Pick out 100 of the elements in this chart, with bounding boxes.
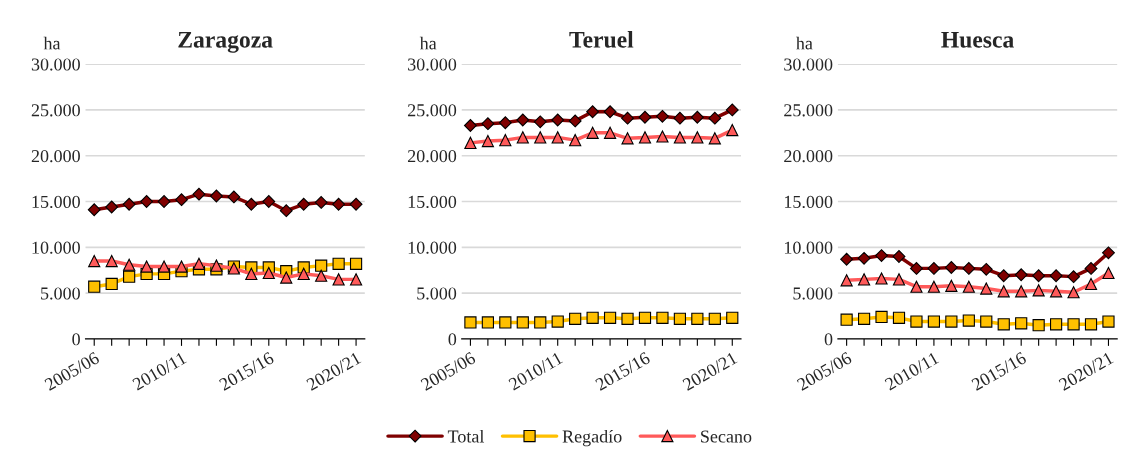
point xyxy=(945,279,958,292)
point xyxy=(122,197,136,211)
point xyxy=(568,114,582,128)
point xyxy=(349,257,363,270)
point xyxy=(297,197,311,211)
point xyxy=(332,257,345,270)
point xyxy=(997,318,1010,331)
point xyxy=(840,274,853,287)
point xyxy=(1014,268,1028,282)
point xyxy=(708,312,721,325)
point xyxy=(726,123,739,137)
point xyxy=(499,316,512,329)
chart-title: Huesca xyxy=(941,31,1014,48)
point xyxy=(463,119,477,132)
point xyxy=(227,190,241,204)
point xyxy=(332,197,346,211)
point xyxy=(997,285,1010,298)
point xyxy=(910,261,923,275)
point xyxy=(551,315,564,328)
point xyxy=(332,273,345,286)
point xyxy=(533,115,547,129)
y-tick-label: 10.000 xyxy=(408,241,457,254)
point xyxy=(280,271,293,284)
point xyxy=(603,311,617,324)
point xyxy=(1067,318,1080,331)
point xyxy=(105,277,118,291)
point xyxy=(262,195,276,208)
point xyxy=(962,280,975,293)
point xyxy=(123,270,136,283)
point xyxy=(140,195,154,208)
point xyxy=(534,316,547,329)
point xyxy=(315,269,328,282)
point xyxy=(464,136,477,150)
point xyxy=(944,261,958,274)
point xyxy=(1102,315,1115,328)
point xyxy=(673,111,687,125)
point xyxy=(498,116,512,130)
point xyxy=(840,313,853,326)
point xyxy=(1049,318,1063,331)
point xyxy=(656,311,669,324)
point xyxy=(691,131,704,144)
point xyxy=(245,267,258,280)
y-tick-label: 30.000 xyxy=(408,58,457,71)
point xyxy=(997,269,1011,283)
y-tick-label: 25.000 xyxy=(784,104,833,117)
point xyxy=(569,312,582,325)
point xyxy=(157,195,171,208)
point xyxy=(551,113,565,127)
point xyxy=(315,259,328,272)
y-tick-label: 5.000 xyxy=(417,287,457,300)
legend-label: Secano xyxy=(701,430,752,443)
y-tick-label: 5.000 xyxy=(41,287,80,300)
point xyxy=(481,117,495,131)
point xyxy=(516,131,529,144)
point xyxy=(105,200,119,214)
point xyxy=(499,134,512,147)
point xyxy=(192,187,206,201)
point xyxy=(621,132,634,145)
point xyxy=(209,189,223,203)
point xyxy=(875,249,888,263)
y-tick-label: 20.000 xyxy=(31,149,80,163)
y-tick-label: 30.000 xyxy=(784,58,833,71)
point xyxy=(1015,317,1028,330)
point xyxy=(349,273,363,286)
point xyxy=(673,312,687,325)
point xyxy=(962,314,975,327)
point xyxy=(481,134,494,148)
y-tick-label: 30.000 xyxy=(31,58,80,71)
point xyxy=(910,280,923,293)
point xyxy=(892,250,906,263)
point xyxy=(603,105,617,119)
point xyxy=(279,204,293,218)
y-tick-label: 25.000 xyxy=(407,104,457,117)
point xyxy=(708,111,722,125)
point xyxy=(516,316,529,329)
point xyxy=(962,261,976,275)
point xyxy=(123,258,136,271)
point xyxy=(105,254,118,268)
y-tick-label: 10.000 xyxy=(32,241,80,254)
legend-label: Total xyxy=(447,429,485,443)
point xyxy=(857,251,871,265)
point xyxy=(569,134,582,147)
point xyxy=(980,282,993,295)
y-tick-label: 5.000 xyxy=(793,287,833,300)
chart-title: Zaragoza xyxy=(178,31,273,53)
point xyxy=(638,110,652,124)
point xyxy=(1015,285,1028,298)
point xyxy=(210,259,223,272)
y-tick-label: 10.000 xyxy=(784,241,833,254)
y-axis-title: ha xyxy=(43,36,61,50)
point xyxy=(1084,261,1098,275)
point xyxy=(655,109,669,123)
y-tick-label: 15.000 xyxy=(32,195,80,209)
y-tick-label: 0 xyxy=(824,333,833,346)
y-axis-title: ha xyxy=(796,36,813,50)
point xyxy=(1032,269,1046,283)
point xyxy=(1067,270,1081,284)
point xyxy=(875,272,888,285)
point xyxy=(980,315,993,328)
point xyxy=(621,111,634,125)
